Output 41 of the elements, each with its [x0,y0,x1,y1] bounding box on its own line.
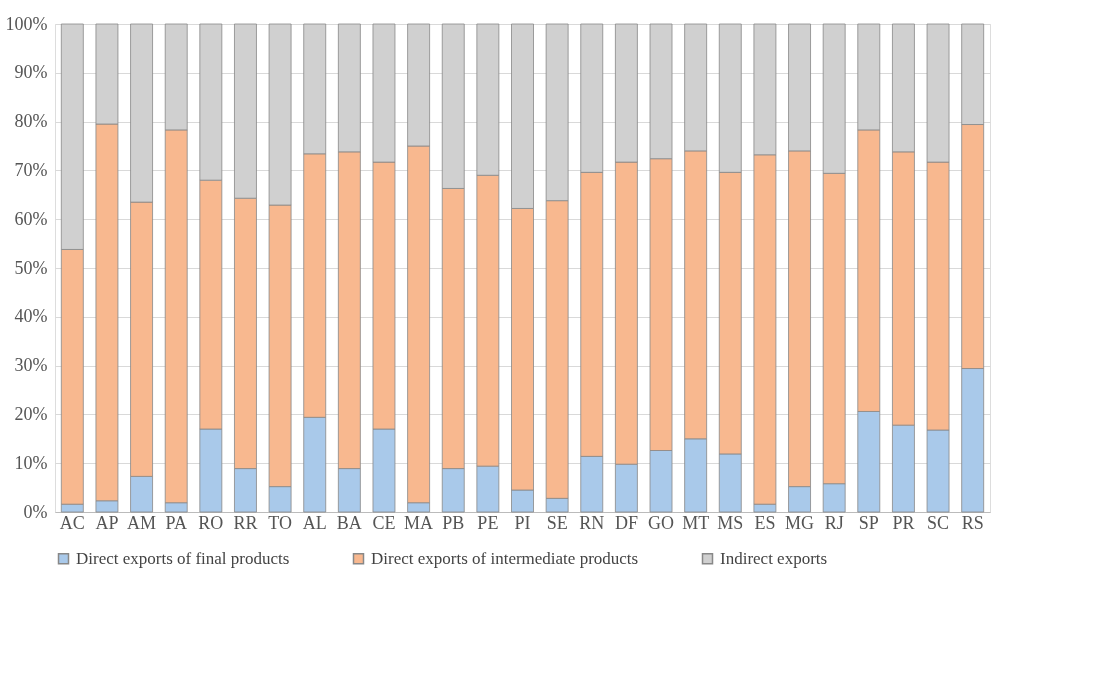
legend-label: Direct exports of intermediate products [371,548,639,568]
x-tick-label: PI [514,512,531,533]
x-tick-label: SP [858,512,879,533]
y-tick-label: 10% [14,452,48,473]
y-tick-label: 80% [14,111,48,132]
y-tick-label: 20% [14,403,48,424]
x-tick-label: RS [961,512,984,533]
x-tick-label: AC [59,512,85,533]
x-tick-label: TO [268,512,292,533]
y-tick-label: 40% [14,306,48,327]
x-tick-label: DF [614,512,638,533]
x-tick-label: AP [95,512,119,533]
x-tick-label: ES [754,512,776,533]
y-tick-label: 100% [5,13,48,34]
x-tick-label: MT [682,512,710,533]
x-tick-label: PB [442,512,465,533]
y-tick-label: 90% [14,62,48,83]
x-tick-label: RR [233,512,258,533]
x-tick-label: SE [546,512,568,533]
x-tick-label: CE [372,512,396,533]
x-tick-label: BA [336,512,362,533]
x-tick-label: AL [302,512,327,533]
legend-label: Direct exports of final products [76,548,290,568]
x-tick-label: PR [892,512,915,533]
y-tick-label: 60% [14,208,48,229]
y-tick-label: 50% [14,257,48,278]
x-tick-label: RO [198,512,224,533]
legend-label: Indirect exports [720,548,828,568]
x-tick-label: AM [127,512,157,533]
x-tick-label: PE [477,512,499,533]
x-tick-label: MA [404,512,434,533]
x-tick-label: MS [717,512,744,533]
x-tick-label: RN [579,512,605,533]
x-tick-label: MG [785,512,815,533]
y-tick-label: 70% [14,159,48,180]
y-tick-label: 0% [23,501,48,522]
x-tick-label: GO [648,512,675,533]
x-tick-label: PA [165,512,187,533]
y-tick-label: 30% [14,355,48,376]
x-tick-label: RJ [824,512,844,533]
x-tick-label: SC [927,512,950,533]
